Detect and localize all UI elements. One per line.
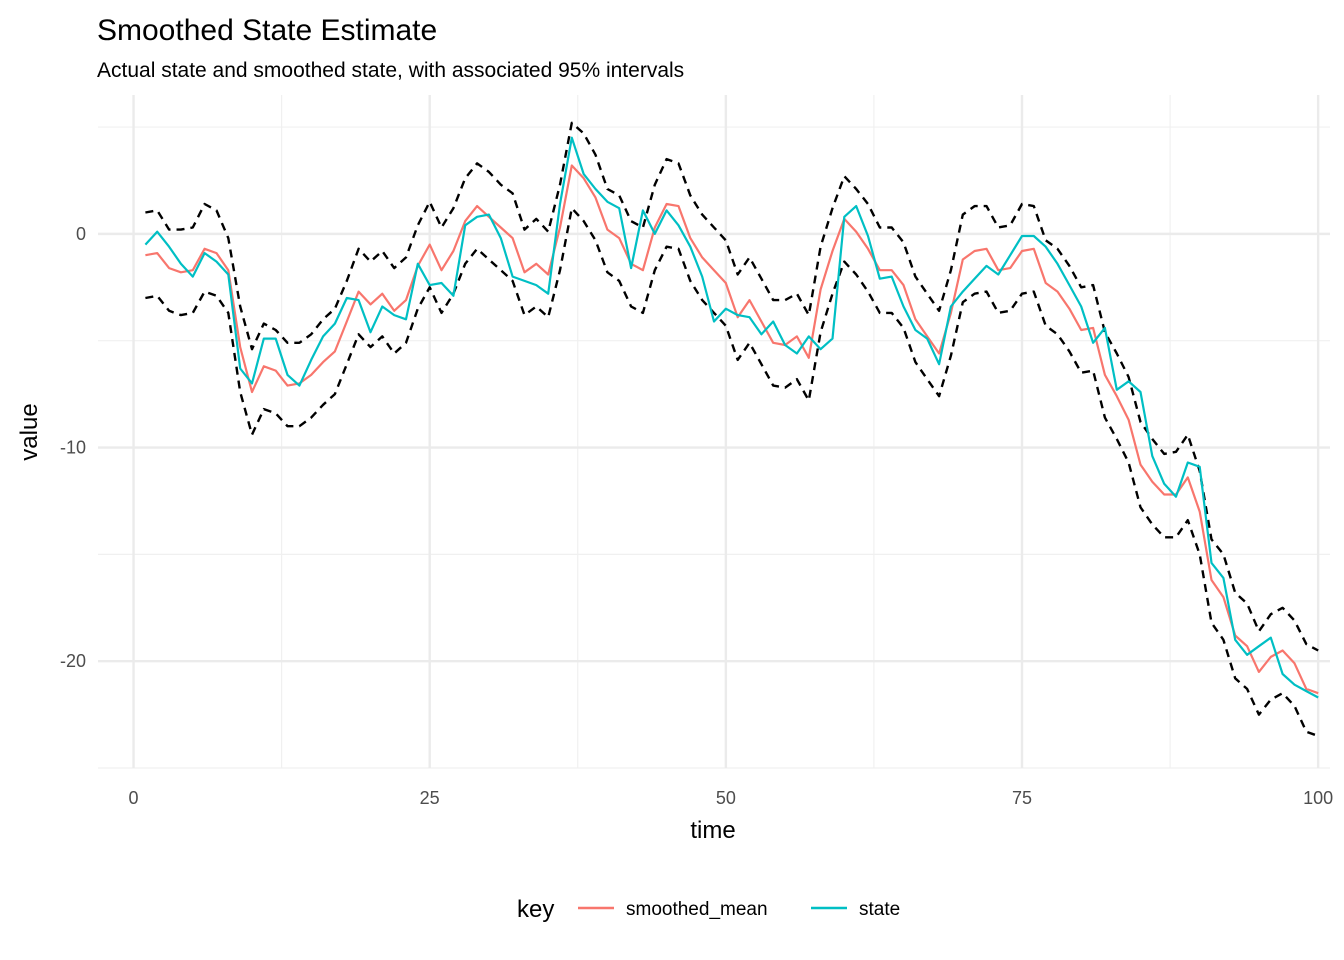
y-axis-title: value xyxy=(16,403,43,460)
interval-line-lower xyxy=(145,206,1319,738)
y-tick-label: -10 xyxy=(60,438,86,458)
x-tick-label: 0 xyxy=(129,788,139,808)
y-tick-labels: 0 -10 -20 xyxy=(60,224,86,671)
x-tick-label: 75 xyxy=(1012,788,1032,808)
legend: key smoothed_mean state xyxy=(517,896,900,923)
interval-line-upper xyxy=(145,121,1319,652)
x-tick-label: 50 xyxy=(716,788,736,808)
legend-title: key xyxy=(517,896,554,923)
x-tick-labels: 0 25 50 75 100 xyxy=(129,788,1334,808)
series-layer xyxy=(144,121,1319,738)
legend-label-state: state xyxy=(859,899,900,920)
grid-minor xyxy=(98,95,1330,769)
chart-title: Smoothed State Estimate xyxy=(97,14,437,47)
series-line-smoothed-mean xyxy=(145,164,1319,695)
grid-major xyxy=(98,95,1330,768)
legend-label-smoothed-mean: smoothed_mean xyxy=(626,899,768,920)
x-tick-label: 25 xyxy=(420,788,440,808)
x-axis-title: time xyxy=(690,817,735,844)
x-tick-label: 100 xyxy=(1303,788,1333,808)
series-line-state xyxy=(144,136,1319,699)
y-tick-label: 0 xyxy=(76,224,86,244)
y-tick-label: -20 xyxy=(60,651,86,671)
chart-subtitle: Actual state and smoothed state, with as… xyxy=(97,59,684,82)
